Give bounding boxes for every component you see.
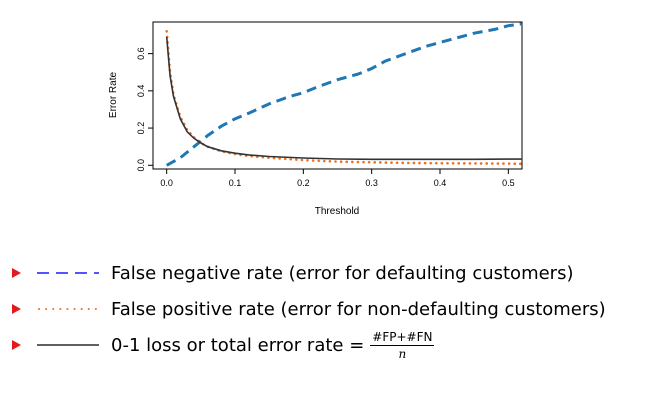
y-axis: 0.0 0.2 0.4 0.6 xyxy=(136,47,153,172)
legend-item-total: 0-1 loss or total error rate = #FP+#FN n xyxy=(8,327,658,363)
bullet-arrow-icon xyxy=(12,304,21,314)
plot-frame xyxy=(152,21,523,170)
y-tick-label: 0.2 xyxy=(136,122,146,135)
legend-text-fnr: False negative rate (error for defaultin… xyxy=(111,262,574,284)
x-tick-label: 0.3 xyxy=(365,178,378,188)
y-tick-label: 0.6 xyxy=(136,47,146,60)
fraction-denominator: n xyxy=(398,346,407,361)
x-tick-label: 0.0 xyxy=(160,178,173,188)
series-line-fnr xyxy=(165,22,523,167)
x-tick-label: 0.4 xyxy=(434,178,447,188)
dashed-line-swatch-icon xyxy=(37,272,99,274)
bullet-arrow-icon xyxy=(12,340,21,350)
legend-text-total: 0-1 loss or total error rate = xyxy=(111,334,365,356)
solid-line-swatch-icon xyxy=(37,344,99,346)
series-line-fpr xyxy=(165,29,524,166)
legend-item-fnr: False negative rate (error for defaultin… xyxy=(8,255,658,291)
bullet-arrow-icon xyxy=(12,268,21,278)
x-axis-label: Threshold xyxy=(315,206,359,217)
fraction-formula: #FP+#FN n xyxy=(370,329,435,361)
y-tick-label: 0.4 xyxy=(136,85,146,98)
legend-item-fpr: False positive rate (error for non-defau… xyxy=(8,291,658,327)
y-axis-label: Error Rate xyxy=(108,72,119,119)
x-tick-label: 0.2 xyxy=(297,178,310,188)
fraction-numerator: #FP+#FN xyxy=(370,329,435,346)
x-tick-label: 0.5 xyxy=(502,178,515,188)
dotted-line-swatch-icon xyxy=(38,308,100,310)
x-axis: 0.0 0.1 0.2 0.3 0.4 0.5 xyxy=(160,169,515,188)
legend-text-fpr: False positive rate (error for non-defau… xyxy=(111,298,606,320)
y-tick-label: 0.0 xyxy=(136,159,146,172)
error-rate-chart: 0.0 0.1 0.2 0.3 0.4 0.5 0.0 0.2 0.4 0.6 Threshol… xyxy=(108,21,524,217)
x-tick-label: 0.1 xyxy=(229,178,242,188)
series-layer xyxy=(165,22,524,167)
series-line-total xyxy=(165,36,522,161)
legend: False negative rate (error for defaultin… xyxy=(8,255,658,363)
